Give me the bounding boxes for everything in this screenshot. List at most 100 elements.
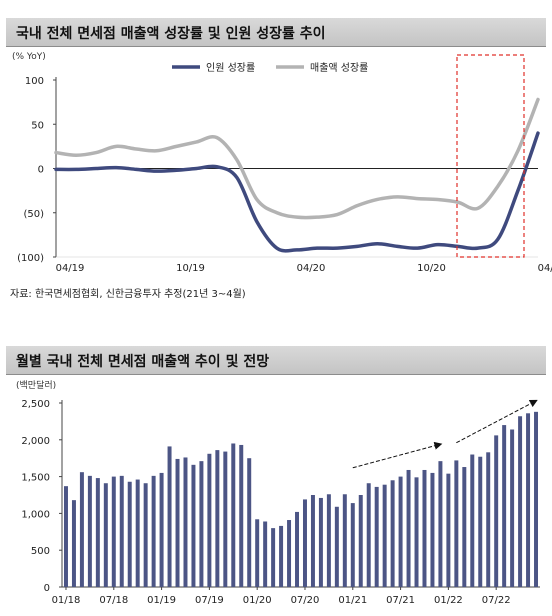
chart2-unit: (백만달러) (16, 381, 57, 391)
y-tick-label: 0 (38, 165, 44, 176)
x-tick-label: 04/19 (56, 263, 85, 274)
chart1-unit: (% YoY) (12, 52, 46, 62)
bar (422, 469, 427, 587)
highlight-box (456, 54, 525, 258)
x-tick-label: 07/20 (291, 595, 320, 606)
y-tick-label: 1,500 (21, 473, 50, 484)
y-tick-label: 2,000 (21, 436, 50, 447)
chart1-title-bar: 국내 전체 면세점 매출액 성장률 및 인원 성장률 추이 (6, 18, 546, 47)
legend-label-0: 인원 성장률 (206, 62, 255, 74)
y-tick-label: (100) (17, 253, 44, 264)
legend-label-1: 매출액 성장률 (310, 62, 368, 74)
bar (231, 443, 236, 587)
series-line-1 (54, 97, 540, 220)
bar (79, 472, 84, 587)
x-tick-label: 01/19 (147, 595, 176, 606)
bar (390, 480, 395, 587)
chart1-title: 국내 전체 면세점 매출액 성장률 및 인원 성장률 추이 (16, 26, 326, 42)
bar (151, 475, 156, 587)
bar (318, 497, 323, 587)
bar (119, 475, 124, 587)
y-tick-label: 0 (44, 583, 50, 594)
bar (406, 469, 411, 587)
y-tick-label: 50 (31, 120, 44, 131)
y-tick-label: 100 (25, 76, 44, 87)
chart2-title-bar: 월별 국내 전체 면세점 매출액 추이 및 전망 (6, 346, 546, 375)
bar (446, 473, 451, 587)
bar (183, 457, 188, 587)
bar (63, 486, 68, 587)
x-tick-label: 10/19 (176, 263, 205, 274)
bar (263, 521, 268, 587)
bar (510, 429, 515, 587)
bar (358, 495, 363, 587)
bar (470, 454, 475, 587)
bar (462, 467, 467, 587)
bar (374, 486, 379, 587)
bar (334, 506, 339, 587)
bar (247, 458, 252, 587)
monthly-sales-bar-chart: 2,500 2,000 1,500 1,000 500 001/18 07/18 01/19 0… (21, 399, 540, 606)
bar (430, 472, 435, 587)
bar (239, 444, 244, 587)
bar (191, 464, 196, 587)
bar (414, 477, 419, 587)
bar (502, 425, 507, 587)
bar (350, 503, 355, 587)
bar (478, 456, 483, 587)
bar (111, 476, 116, 587)
y-tick-label: 2,500 (21, 399, 50, 410)
x-tick-label: 01/21 (338, 595, 367, 606)
bar (526, 413, 531, 587)
x-tick-label: 01/22 (434, 595, 463, 606)
bar (310, 495, 315, 587)
bar (342, 494, 347, 587)
bar (159, 472, 164, 587)
bar (494, 435, 499, 587)
chart2-title: 월별 국내 전체 면세점 매출액 추이 및 전망 (16, 354, 270, 370)
bar (382, 484, 387, 587)
series-line-0 (54, 131, 540, 253)
x-tick-label: 01/20 (243, 595, 272, 606)
bar (438, 461, 443, 587)
bar (175, 458, 180, 587)
bar (167, 446, 172, 587)
bar (366, 483, 371, 587)
bar (215, 450, 220, 587)
trend-arrow-1 (352, 441, 443, 469)
x-tick-label: 10/20 (417, 263, 446, 274)
bar (518, 416, 523, 587)
x-tick-label: 04/21 (538, 263, 552, 274)
x-tick-label: 07/21 (386, 595, 415, 606)
x-tick-label: 07/22 (482, 595, 511, 606)
bar (71, 500, 76, 587)
x-tick-label: 07/18 (99, 595, 128, 606)
bar (103, 483, 108, 587)
x-tick-label: 07/19 (195, 595, 224, 606)
bar (302, 499, 307, 587)
bar (454, 460, 459, 587)
bar (223, 451, 228, 587)
bar (534, 411, 539, 587)
bar (295, 511, 300, 587)
bar (143, 483, 148, 587)
bar (127, 481, 132, 587)
bar (271, 528, 276, 587)
bar (199, 461, 204, 587)
bar (87, 475, 92, 587)
y-tick-label: 1,000 (21, 509, 50, 520)
chart-source: 자료: 한국면세점협회, 신한금융투자 추정(21년 3~4월) (10, 289, 246, 300)
bar (486, 452, 491, 587)
bar (207, 453, 212, 587)
bar (398, 476, 403, 587)
bar (95, 478, 100, 587)
x-tick-label: 04/20 (297, 263, 326, 274)
x-tick-label: 01/18 (52, 595, 81, 606)
bar (326, 494, 331, 587)
bar (279, 525, 284, 587)
bar (287, 520, 292, 587)
bar (135, 479, 140, 587)
y-tick-label: 500 (31, 546, 50, 557)
trend-arrow-2 (456, 399, 538, 444)
y-tick-label: (50) (23, 209, 44, 220)
